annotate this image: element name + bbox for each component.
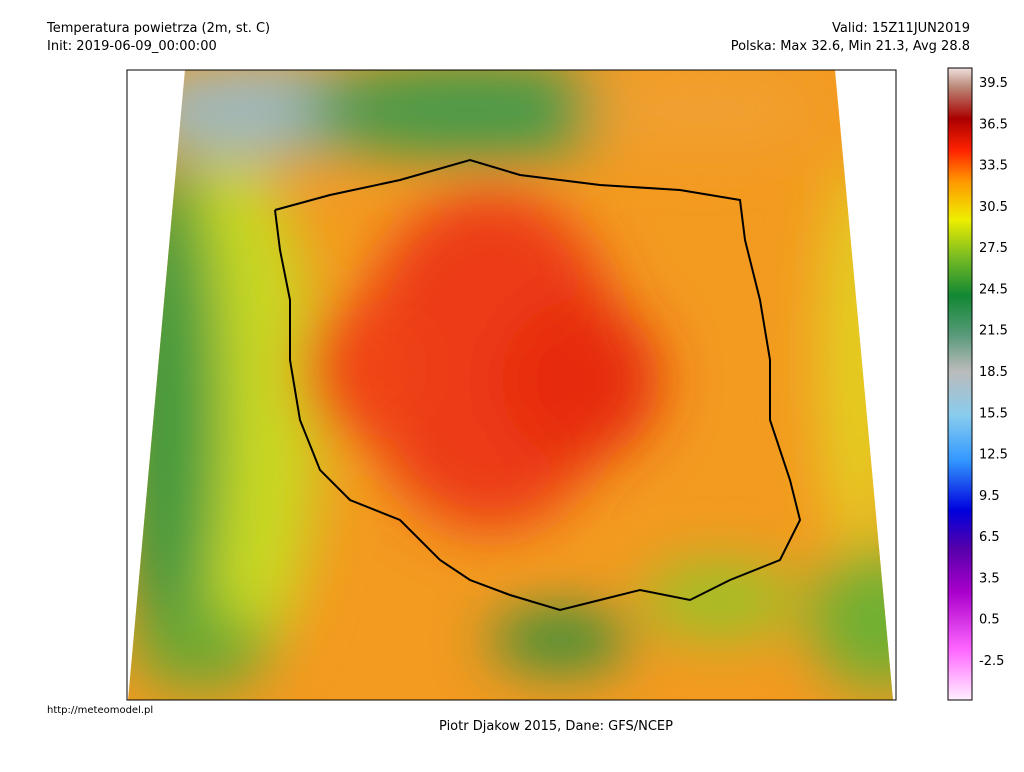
colorbar-label: 12.5	[979, 448, 1008, 463]
colorbar-label: 24.5	[979, 282, 1008, 297]
map-frame	[126, 69, 897, 701]
temperature-field	[128, 70, 893, 700]
valid-time: Valid: 15Z11JUN2019	[832, 21, 970, 36]
colorbar-label: -2.5	[979, 654, 1004, 669]
colorbar-label: 27.5	[979, 241, 1008, 256]
map-title: Temperatura powietrza (2m, st. C)	[46, 21, 270, 36]
source-url: http://meteomodel.pl	[47, 705, 153, 716]
colorbar-label: 0.5	[979, 613, 1000, 628]
colorbar-label: 30.5	[979, 200, 1008, 215]
colorbar-label: 39.5	[979, 76, 1008, 91]
colorbar-label: 36.5	[979, 117, 1008, 132]
colorbar-label: 21.5	[979, 324, 1008, 339]
colorbar-label: 18.5	[979, 365, 1008, 380]
colorbar-label: 15.5	[979, 406, 1008, 421]
colorbar-labels: 39.5 36.5 33.5 30.5 27.5 24.5 21.5 18.5 15.5 12.5…	[979, 76, 1008, 669]
credit: Piotr Djakow 2015, Dane: GFS/NCEP	[439, 719, 673, 734]
stats: Polska: Max 32.6, Min 21.3, Avg 28.8	[731, 39, 970, 54]
colorbar-label: 9.5	[979, 489, 1000, 504]
colorbar-label: 33.5	[979, 159, 1008, 174]
init-time: Init: 2019-06-09_00:00:00	[47, 39, 217, 54]
colorbar-label: 3.5	[979, 571, 1000, 586]
colorbar	[947, 67, 973, 701]
colorbar-label: 6.5	[979, 530, 1000, 545]
